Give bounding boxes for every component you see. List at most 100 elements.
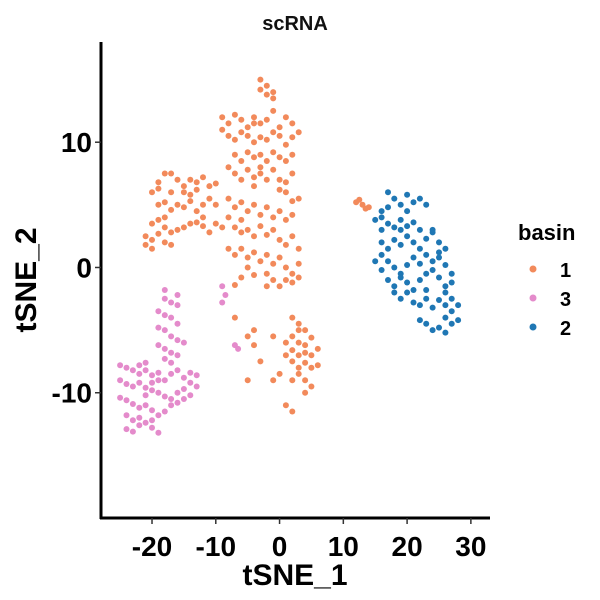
- point-basin-2: [416, 260, 423, 267]
- point-basin-1: [282, 402, 289, 409]
- point-basin-1: [251, 183, 257, 190]
- point-basin-3: [161, 287, 168, 293]
- point-basin-1: [257, 120, 264, 127]
- point-basin-2: [448, 270, 455, 277]
- point-basin-1: [289, 314, 296, 321]
- point-basin-1: [276, 132, 283, 139]
- point-basin-1: [289, 170, 296, 177]
- point-basin-1: [289, 211, 296, 218]
- point-basin-1: [149, 245, 155, 252]
- point-basin-1: [219, 224, 226, 231]
- point-basin-1: [282, 216, 289, 223]
- point-basin-1: [276, 208, 283, 215]
- point-basin-1: [276, 176, 283, 183]
- point-basin-1: [161, 170, 168, 177]
- point-basin-3: [168, 333, 175, 340]
- point-basin-3: [161, 393, 168, 400]
- point-basin-1: [200, 223, 206, 230]
- point-basin-1: [244, 264, 251, 271]
- point-basin-1: [263, 270, 270, 277]
- point-basin-1: [251, 120, 257, 127]
- point-basin-3: [136, 370, 143, 377]
- point-basin-1: [289, 134, 296, 141]
- point-basin-2: [429, 226, 436, 233]
- point-basin-2: [404, 279, 411, 286]
- point-basin-1: [257, 170, 264, 177]
- point-basin-1: [225, 120, 232, 127]
- point-basin-1: [244, 166, 251, 173]
- point-basin-1: [200, 201, 206, 208]
- point-basin-3: [174, 320, 181, 327]
- point-basin-1: [295, 352, 302, 359]
- point-basin-2: [410, 239, 417, 246]
- point-basin-1: [276, 186, 283, 193]
- point-basin-3: [174, 337, 181, 344]
- point-basin-2: [436, 249, 442, 256]
- point-basin-1: [308, 352, 315, 359]
- point-basin-2: [404, 262, 411, 268]
- point-basin-2: [442, 283, 449, 290]
- x-tick-label: 20: [392, 531, 423, 562]
- point-basin-1: [257, 86, 264, 93]
- point-basin-1: [257, 76, 264, 83]
- point-basin-3: [174, 367, 181, 374]
- point-basin-3: [168, 299, 175, 306]
- point-basin-1: [282, 352, 289, 359]
- point-basin-1: [302, 349, 309, 356]
- point-basin-1: [263, 231, 270, 238]
- point-basin-2: [404, 289, 411, 296]
- point-basin-1: [295, 129, 302, 136]
- point-basin-1: [263, 136, 270, 143]
- point-basin-1: [168, 229, 175, 236]
- point-basin-1: [270, 377, 277, 384]
- point-basin-3: [123, 412, 130, 419]
- point-basin-2: [385, 220, 391, 227]
- point-basin-1: [270, 95, 277, 102]
- point-basin-1: [149, 220, 155, 227]
- point-basin-3: [180, 374, 187, 381]
- point-basin-1: [231, 314, 238, 321]
- point-basin-3: [155, 308, 162, 315]
- point-basin-2: [397, 226, 404, 233]
- point-basin-1: [244, 149, 251, 156]
- point-basin-2: [410, 199, 417, 206]
- point-basin-2: [442, 289, 449, 296]
- point-basin-1: [225, 245, 232, 252]
- point-basin-2: [423, 235, 430, 242]
- x-tick-label: -20: [132, 531, 172, 562]
- point-basin-1: [289, 233, 296, 240]
- point-basin-1: [257, 211, 264, 218]
- point-basin-2: [423, 320, 430, 327]
- point-basin-1: [187, 220, 194, 227]
- point-basin-1: [362, 205, 369, 212]
- point-basin-2: [397, 201, 404, 208]
- point-basin-2: [404, 208, 411, 215]
- point-basin-2: [442, 329, 449, 336]
- point-basin-3: [193, 372, 200, 379]
- point-basin-1: [276, 154, 283, 161]
- point-basin-3: [168, 359, 175, 366]
- point-basin-3: [219, 299, 226, 306]
- x-axis-title: tSNE_1: [242, 559, 347, 592]
- x-tick-label: 30: [455, 531, 486, 562]
- point-basin-1: [295, 260, 302, 267]
- point-basin-3: [129, 401, 136, 407]
- point-basin-1: [270, 149, 277, 156]
- point-basin-2: [385, 245, 391, 252]
- point-basin-1: [187, 198, 194, 205]
- point-basin-2: [423, 287, 430, 293]
- point-basin-2: [404, 191, 411, 198]
- y-ticks: -10 0 10: [52, 127, 101, 409]
- point-basin-2: [423, 295, 430, 302]
- point-basin-1: [251, 342, 257, 349]
- point-basin-3: [123, 426, 130, 433]
- point-basin-2: [423, 270, 430, 277]
- point-basin-3: [149, 424, 155, 431]
- point-basin-1: [180, 224, 187, 231]
- point-basin-1: [263, 176, 270, 183]
- point-basin-1: [244, 254, 251, 261]
- point-basin-1: [289, 377, 296, 384]
- point-basin-2: [416, 195, 423, 202]
- point-basin-2: [455, 317, 462, 324]
